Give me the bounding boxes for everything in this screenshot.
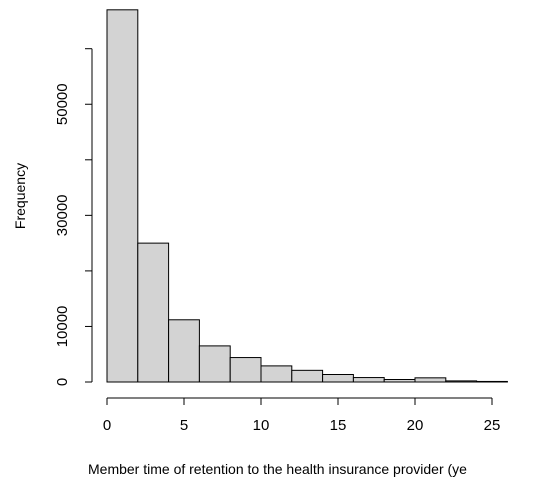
histogram-bar-4 <box>229 357 262 383</box>
x-tick-label-5: 25 <box>484 417 501 434</box>
x-tick-label-4: 20 <box>407 417 424 434</box>
histogram-bar-6 <box>291 369 324 383</box>
histogram-bar-2 <box>168 319 200 383</box>
histogram-bar-3 <box>198 345 231 383</box>
histogram-bar-5 <box>260 365 293 383</box>
y-tick-label-1: 10000 <box>54 306 71 348</box>
x-tick-label-0: 0 <box>103 417 111 434</box>
histogram-bar-0 <box>106 9 139 383</box>
histogram-bar-7 <box>322 374 354 383</box>
y-tick-label-0: 0 <box>54 378 71 386</box>
x-axis-title: Member time of retention to the health i… <box>88 461 467 477</box>
histogram-bar-8 <box>352 377 385 383</box>
y-tick-label-3: 50000 <box>54 83 71 125</box>
y-axis: 0 10000 30000 50000 <box>54 48 93 386</box>
y-tick-label-2: 30000 <box>54 194 71 236</box>
histogram-bar-12 <box>476 380 508 383</box>
x-axis: 0 5 10 15 20 25 <box>103 397 501 434</box>
histogram-bar-1 <box>137 242 170 383</box>
histogram-bar-10 <box>414 377 447 383</box>
histogram-bar-9 <box>383 379 416 383</box>
x-tick-label-2: 10 <box>253 417 270 434</box>
y-axis-title: Frequency <box>12 163 28 229</box>
x-tick-label-1: 5 <box>180 417 188 434</box>
x-tick-label-3: 15 <box>330 417 347 434</box>
histogram-bar-11 <box>445 380 478 383</box>
histogram-bars <box>106 9 508 383</box>
